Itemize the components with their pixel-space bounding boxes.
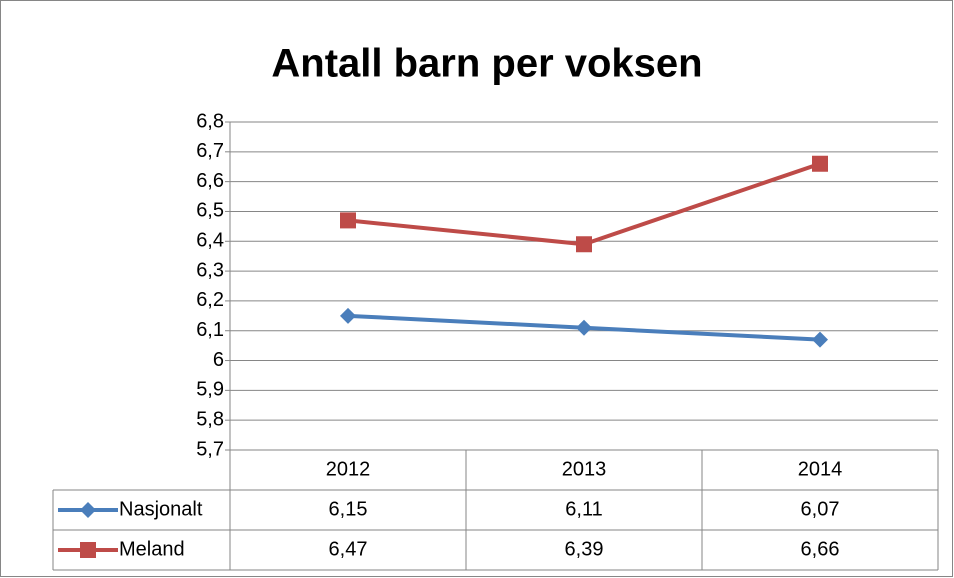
marker (80, 542, 96, 558)
y-tick-label: 5,8 (196, 408, 224, 430)
marker (340, 307, 356, 324)
x-tick-label: 2013 (562, 458, 607, 480)
y-tick-label: 6,7 (196, 140, 224, 162)
table-value: 6,11 (565, 498, 602, 520)
marker (576, 236, 592, 253)
table-value: 6,15 (329, 498, 368, 520)
marker (576, 319, 592, 336)
table-value: 6,39 (565, 538, 604, 560)
y-tick-label: 6,4 (196, 230, 224, 252)
marker (812, 155, 828, 172)
y-tick-label: 6,3 (196, 259, 224, 281)
y-tick-label: 6,5 (196, 200, 224, 222)
legend-label: Meland (119, 538, 185, 560)
y-tick-label: 6 (213, 349, 224, 371)
marker (812, 331, 828, 348)
y-tick-label: 6,1 (196, 319, 224, 341)
y-tick-label: 6,8 (196, 110, 224, 132)
table-value: 6,07 (801, 498, 840, 520)
y-tick-label: 5,7 (196, 438, 224, 460)
chart-title: Antall barn per voksen (271, 42, 702, 86)
legend-label: Nasjonalt (119, 498, 203, 520)
y-tick-label: 6,2 (196, 289, 224, 311)
y-tick-label: 5,9 (196, 379, 224, 401)
table-value: 6,66 (801, 538, 840, 560)
marker (80, 502, 96, 518)
x-tick-label: 2012 (326, 458, 371, 480)
table-value: 6,47 (329, 538, 368, 560)
marker (340, 212, 356, 229)
x-tick-label: 2014 (798, 458, 843, 480)
y-tick-label: 6,6 (196, 170, 224, 192)
